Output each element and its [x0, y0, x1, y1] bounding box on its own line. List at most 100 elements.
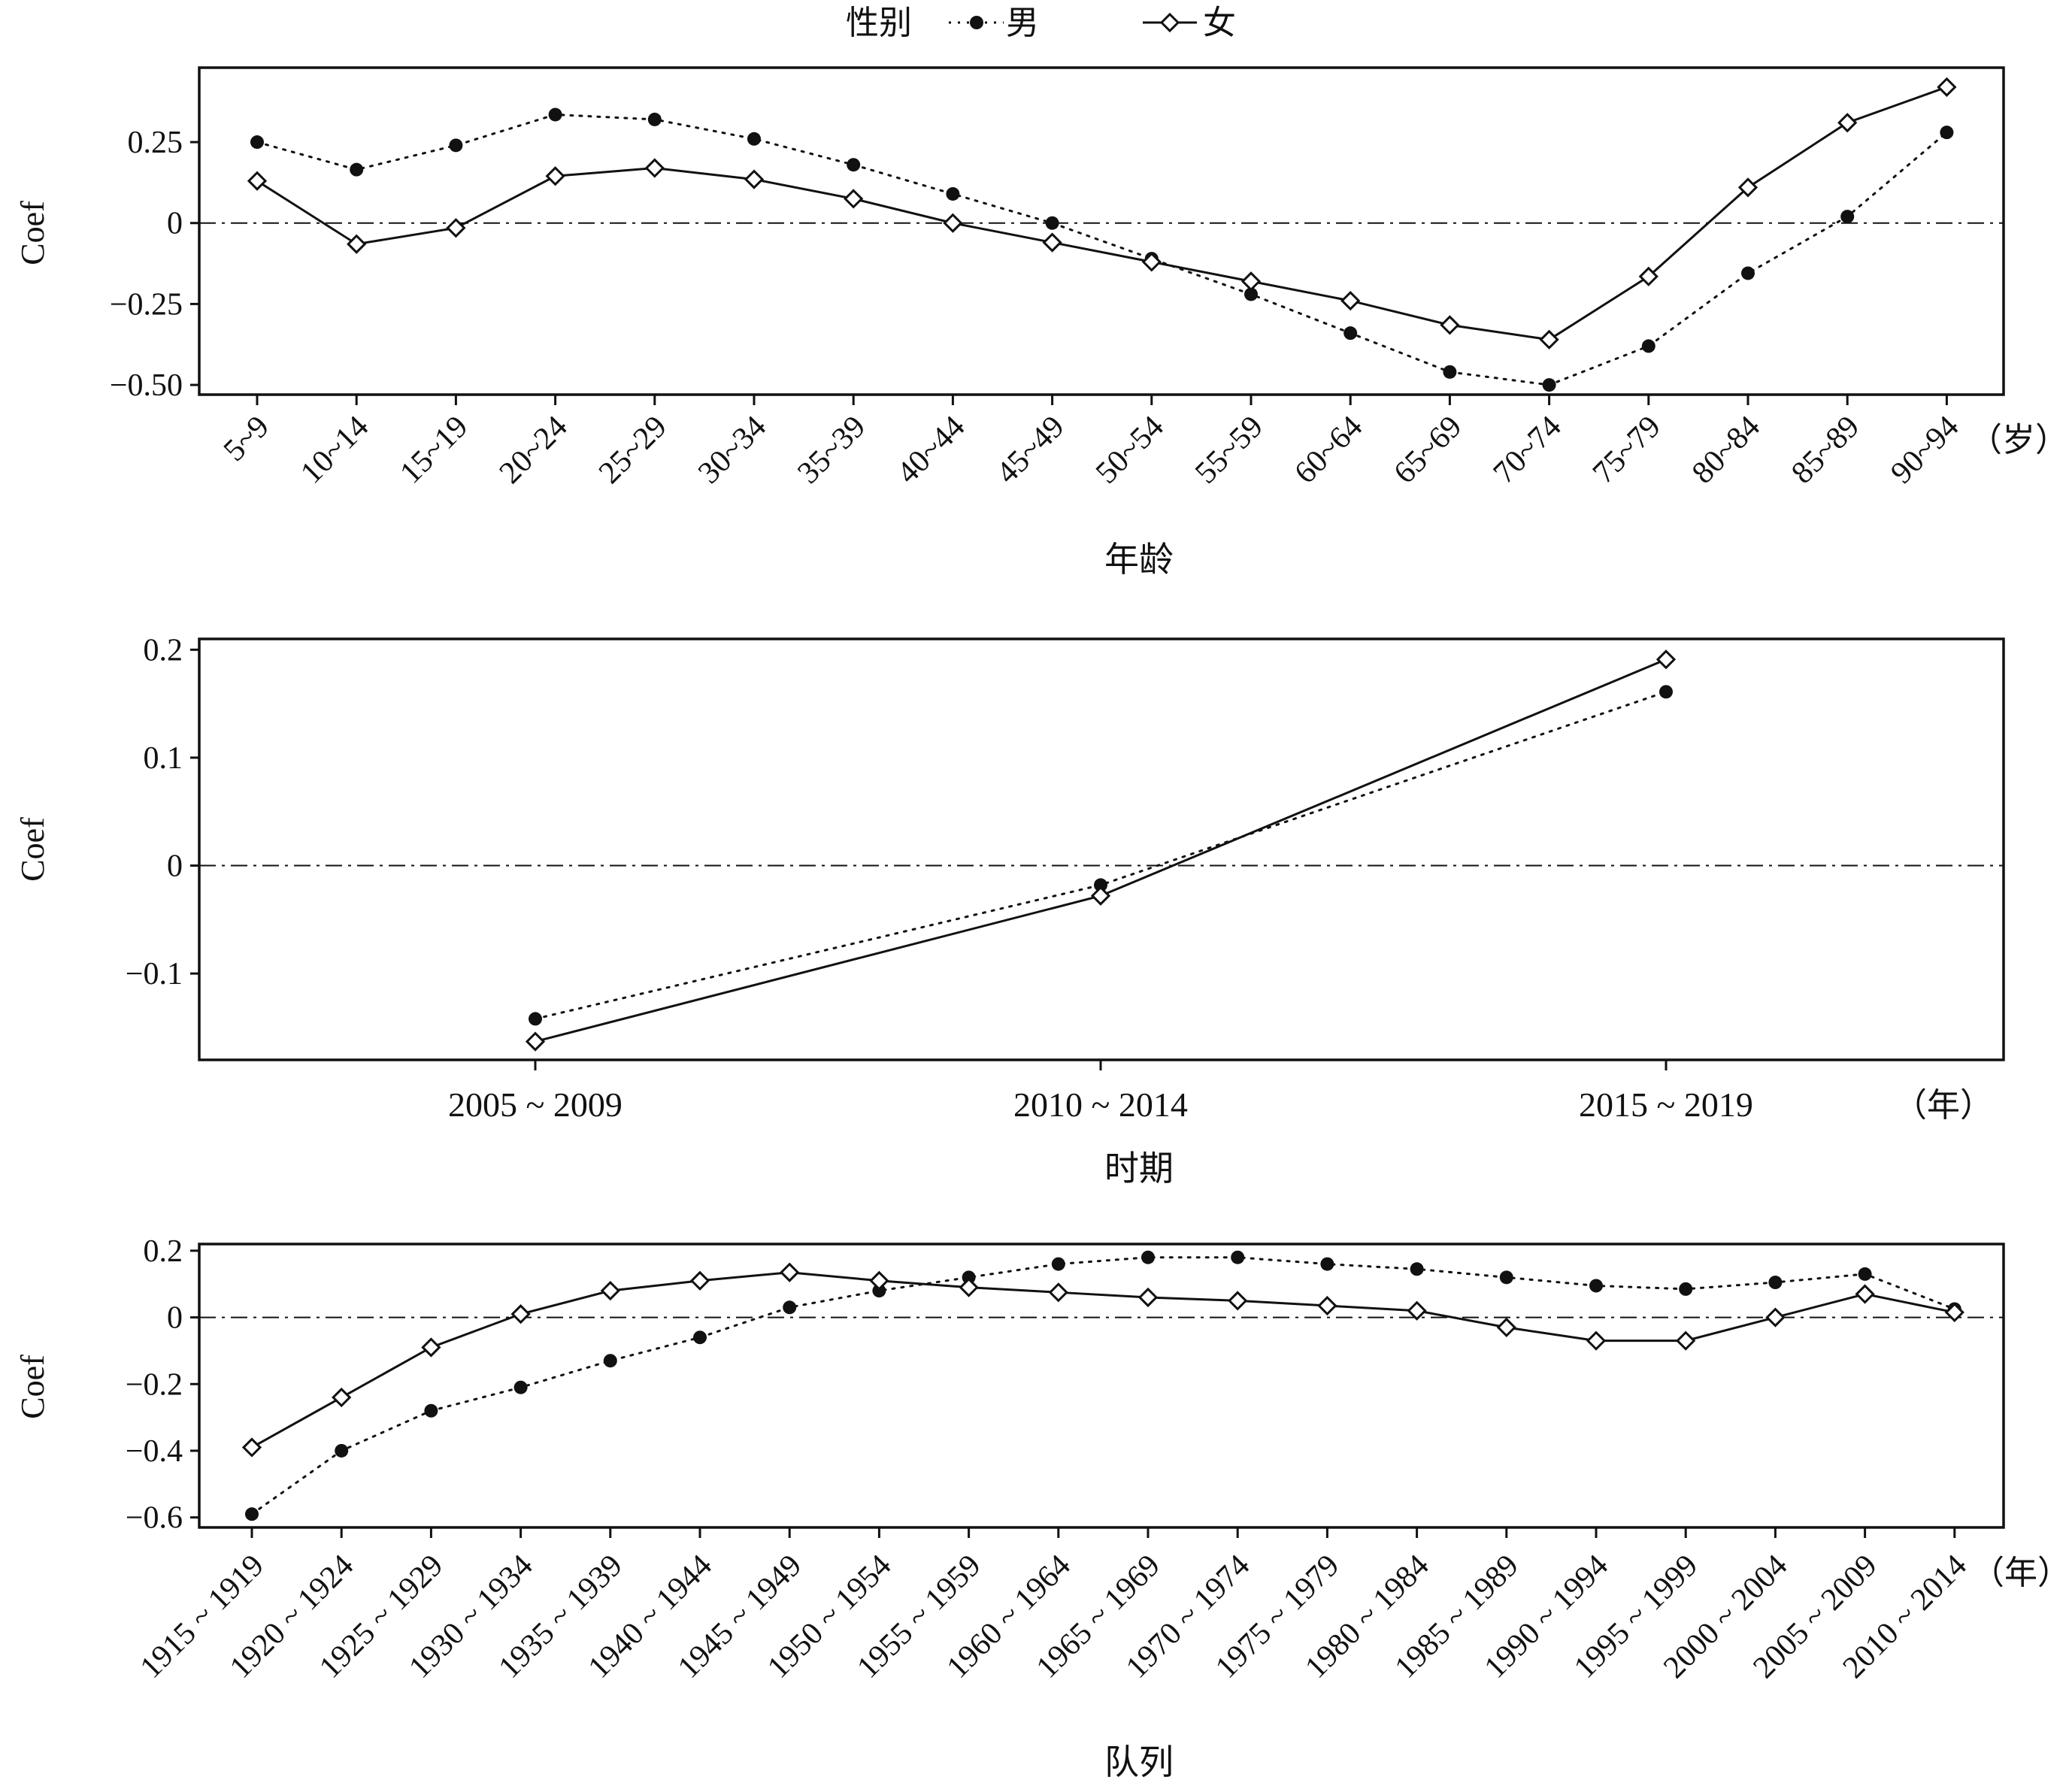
male-data-point — [693, 1330, 707, 1345]
x-tick-label: 65~69 — [1387, 410, 1468, 491]
male-data-point — [1443, 365, 1457, 379]
male-data-point — [1659, 685, 1673, 699]
male-data-point — [1858, 1267, 1872, 1281]
female-data-point — [247, 171, 268, 191]
legend: 性别 男 女 — [846, 4, 1236, 42]
male-data-point — [847, 158, 861, 172]
male-data-point — [603, 1354, 617, 1368]
x-tick-label: 70~74 — [1487, 410, 1568, 491]
x-tick-label: 20~24 — [493, 410, 574, 491]
chart-panels: 0.25 0 −0.25 −0.50 Coef 5~9 10~14 15~19 20~24 25~… — [14, 66, 2070, 1782]
y-tick-label: 0 — [167, 207, 183, 241]
male-data-point — [335, 1443, 349, 1458]
female-data-point — [780, 1262, 800, 1282]
female-data-point — [844, 189, 864, 209]
female-data-point — [689, 1270, 710, 1291]
legend-male-marker — [970, 16, 983, 29]
male-data-point — [449, 138, 463, 153]
female-data-point — [1090, 885, 1111, 906]
male-data-point — [1741, 266, 1755, 280]
male-data-point — [1051, 1257, 1065, 1271]
x-tick-label: 2005 ~ 2009 — [448, 1085, 623, 1124]
legend-female-label: 女 — [1203, 4, 1236, 42]
male-data-point — [1589, 1279, 1603, 1293]
male-data-point — [1231, 1250, 1245, 1264]
male-data-point — [1641, 339, 1655, 353]
y-tick-label: 0.2 — [144, 1234, 183, 1269]
male-data-point — [1940, 126, 1954, 140]
x-tick-label: 45~49 — [990, 410, 1071, 491]
female-data-point — [869, 1270, 889, 1291]
female-data-point — [1407, 1300, 1427, 1321]
male-data-point — [1320, 1257, 1334, 1271]
female-data-point — [545, 166, 565, 186]
legend-female-marker — [1159, 12, 1180, 33]
series-line-female — [256, 86, 1947, 341]
y-tick-label: −0.25 — [110, 287, 183, 322]
x-unit-label: （年） — [1971, 1554, 2070, 1592]
legend-male-label: 男 — [1006, 4, 1039, 42]
female-data-point — [959, 1277, 979, 1297]
male-data-point — [1045, 216, 1059, 230]
female-data-point — [1137, 1287, 1159, 1308]
female-data-point — [943, 213, 963, 233]
x-unit-label: （年） — [1894, 1086, 1993, 1125]
x-axis-title: 时期 — [1104, 1148, 1174, 1188]
x-tick-label: 35~39 — [791, 410, 872, 491]
x-tick-label: 40~44 — [890, 410, 971, 491]
female-data-point — [1496, 1317, 1516, 1338]
y-tick-label: 0.25 — [128, 126, 183, 160]
female-data-point — [1638, 266, 1659, 286]
female-data-point — [421, 1337, 441, 1358]
y-tick-label: −0.2 — [126, 1367, 183, 1402]
male-data-point — [350, 162, 364, 177]
y-tick-label: 0.1 — [144, 741, 183, 776]
plot-frame — [198, 637, 2005, 1061]
x-tick-label: 5~9 — [217, 410, 276, 468]
x-tick-label: 10~14 — [294, 410, 375, 491]
series-line-male — [250, 1256, 1956, 1515]
y-tick-label: 0.2 — [144, 633, 183, 667]
x-tick-label: 25~29 — [592, 410, 674, 491]
male-data-point — [1094, 878, 1107, 892]
plot-frame — [198, 1243, 2005, 1529]
female-data-point — [600, 1280, 620, 1301]
y-tick-label: −0.50 — [110, 368, 183, 403]
x-tick-label: 85~89 — [1785, 410, 1866, 491]
y-tick-label: 0 — [167, 1301, 183, 1336]
female-data-point — [446, 218, 466, 238]
x-tick-label: 30~34 — [692, 410, 773, 491]
legend-title: 性别 — [846, 4, 912, 42]
male-data-point — [1768, 1276, 1783, 1290]
x-unit-label: （岁） — [1969, 421, 2068, 459]
female-data-point — [1539, 329, 1559, 350]
male-data-point — [747, 132, 761, 146]
male-data-point — [424, 1403, 438, 1418]
x-tick-label: 80~84 — [1686, 410, 1767, 491]
female-data-point — [744, 169, 765, 189]
female-data-point — [241, 1437, 262, 1458]
female-data-point — [1855, 1284, 1875, 1304]
series-line-male — [534, 690, 1668, 1020]
female-data-point — [347, 234, 367, 254]
x-tick-label: 2010 ~ 2014 — [1013, 1085, 1188, 1124]
male-data-point — [1343, 326, 1358, 341]
female-data-point — [1737, 177, 1758, 198]
y-tick-label: −0.1 — [126, 957, 183, 991]
male-data-point — [647, 112, 662, 126]
panel-age: 0.25 0 −0.25 −0.50 Coef 5~9 10~14 15~19 20~24 25~… — [14, 66, 2068, 580]
y-axis-label: Coef — [14, 1355, 51, 1419]
female-data-point — [1240, 271, 1262, 292]
female-data-point — [1317, 1295, 1337, 1316]
x-axis-title: 队列 — [1104, 1742, 1174, 1782]
y-tick-label: −0.4 — [126, 1434, 183, 1469]
male-data-point — [245, 1507, 259, 1521]
male-data-point — [1542, 378, 1556, 392]
x-tick-label: 2015 ~ 2019 — [1579, 1085, 1753, 1124]
male-data-point — [783, 1300, 797, 1315]
female-data-point — [1228, 1291, 1248, 1311]
male-data-point — [1840, 210, 1855, 224]
female-data-point — [644, 158, 665, 178]
male-data-point — [513, 1380, 528, 1394]
